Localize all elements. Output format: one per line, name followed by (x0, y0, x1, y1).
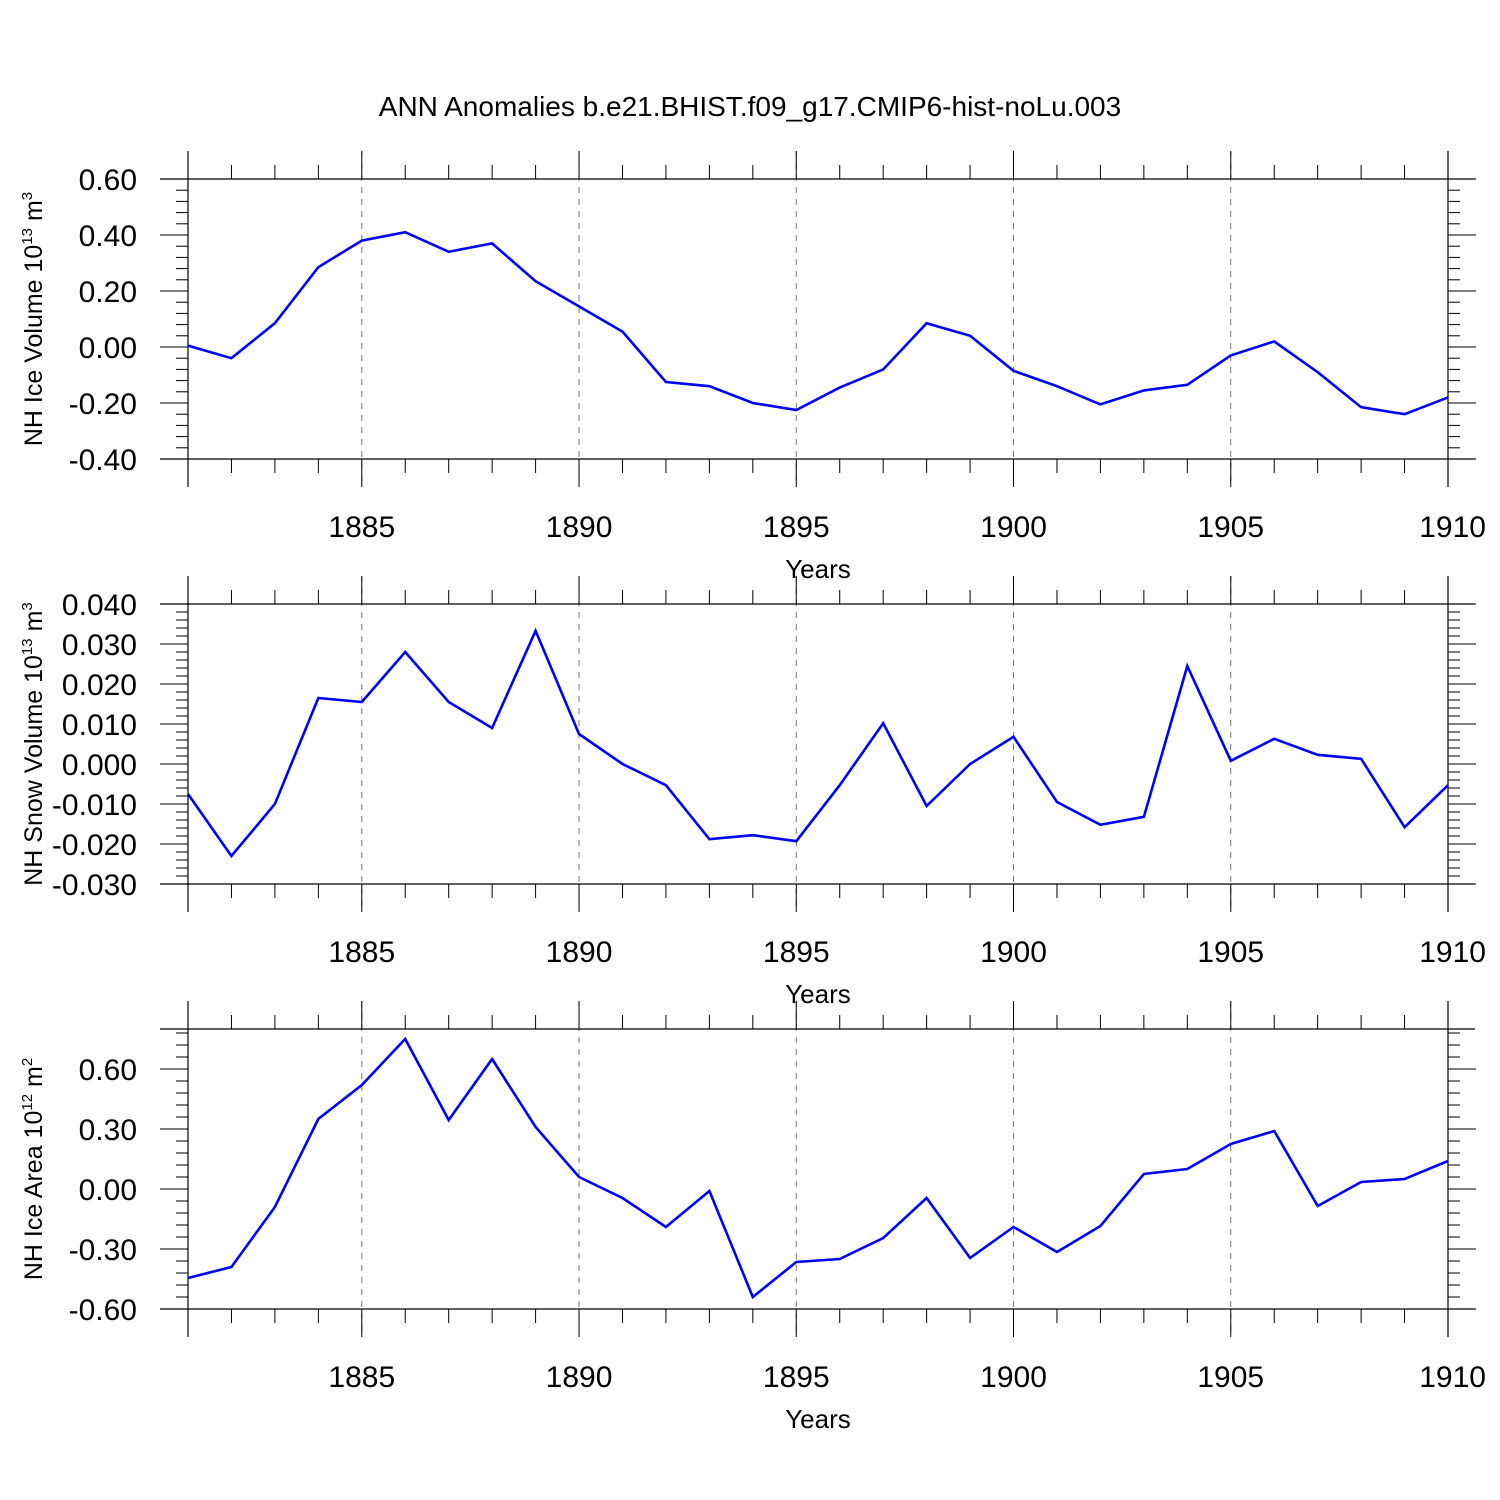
y-tick-label: 0.010 (62, 709, 137, 742)
x-axis-label: Years (785, 1404, 851, 1434)
y-tick-label: 0.30 (79, 1114, 137, 1147)
panel-snow-volume: 0.040 0.030 0.020 0.010 0.000 -0.010 -0.020 -0.… (19, 576, 1486, 1009)
y-tick-label: 0.20 (79, 276, 137, 309)
y-axis-label: NH Ice Volume 1013 m3 (19, 192, 48, 446)
x-tick-label: 1890 (546, 936, 613, 969)
y-tick-label: -0.010 (52, 789, 137, 822)
x-tick-label: 1885 (328, 936, 395, 969)
x-axis-label: Years (785, 979, 851, 1009)
x-tick-label: 1890 (546, 511, 613, 544)
y-tick-label: 0.040 (62, 589, 137, 622)
y-tick-label: 0.60 (79, 164, 137, 197)
y-tick-label: -0.020 (52, 829, 137, 862)
x-axis-label: Years (785, 554, 851, 584)
y-tick-label: -0.20 (69, 388, 137, 421)
y-tick-label: -0.030 (52, 869, 137, 902)
y-tick-label: -0.30 (69, 1234, 137, 1267)
series-line (187, 1036, 1449, 1300)
x-tick-label: 1895 (763, 936, 830, 969)
x-tick-label: 1900 (980, 1361, 1047, 1394)
panel-ice-volume: 0.60 0.40 0.20 0.00 -0.20 -0.40 1885 1890 1895 19… (19, 151, 1486, 584)
y-tick-label: -0.60 (69, 1294, 137, 1327)
x-tick-label: 1905 (1197, 936, 1264, 969)
y-axis-label: NH Ice Area 1012 m2 (19, 1058, 48, 1280)
y-tick-label: 0.020 (62, 669, 137, 702)
y-tick-label: 0.000 (62, 749, 137, 782)
y-tick-label: -0.40 (69, 444, 137, 477)
x-tick-label: 1885 (328, 511, 395, 544)
x-tick-label: 1885 (328, 1361, 395, 1394)
x-tick-label: 1895 (763, 1361, 830, 1394)
x-tick-label: 1910 (1419, 936, 1486, 969)
chart-title: ANN Anomalies b.e21.BHIST.f09_g17.CMIP6-… (379, 91, 1121, 122)
y-tick-label: 0.00 (79, 1174, 137, 1207)
x-tick-label: 1900 (980, 936, 1047, 969)
y-tick-label: 0.40 (79, 220, 137, 253)
y-axis-label: NH Snow Volume 1013 m3 (19, 602, 48, 886)
y-tick-label: 0.030 (62, 629, 137, 662)
y-tick-label: 0.00 (79, 332, 137, 365)
x-tick-label: 1910 (1419, 1361, 1486, 1394)
x-tick-label: 1910 (1419, 511, 1486, 544)
panel-ice-area: 0.60 0.30 0.00 -0.30 -0.60 1885 1890 1895 1900 19… (19, 1001, 1486, 1434)
series-line (187, 230, 1449, 416)
x-tick-label: 1905 (1197, 511, 1264, 544)
series-line (186, 627, 1449, 859)
y-tick-label: 0.60 (79, 1054, 137, 1087)
x-tick-label: 1890 (546, 1361, 613, 1394)
x-tick-label: 1895 (763, 511, 830, 544)
x-tick-label: 1905 (1197, 1361, 1264, 1394)
x-tick-label: 1900 (980, 511, 1047, 544)
